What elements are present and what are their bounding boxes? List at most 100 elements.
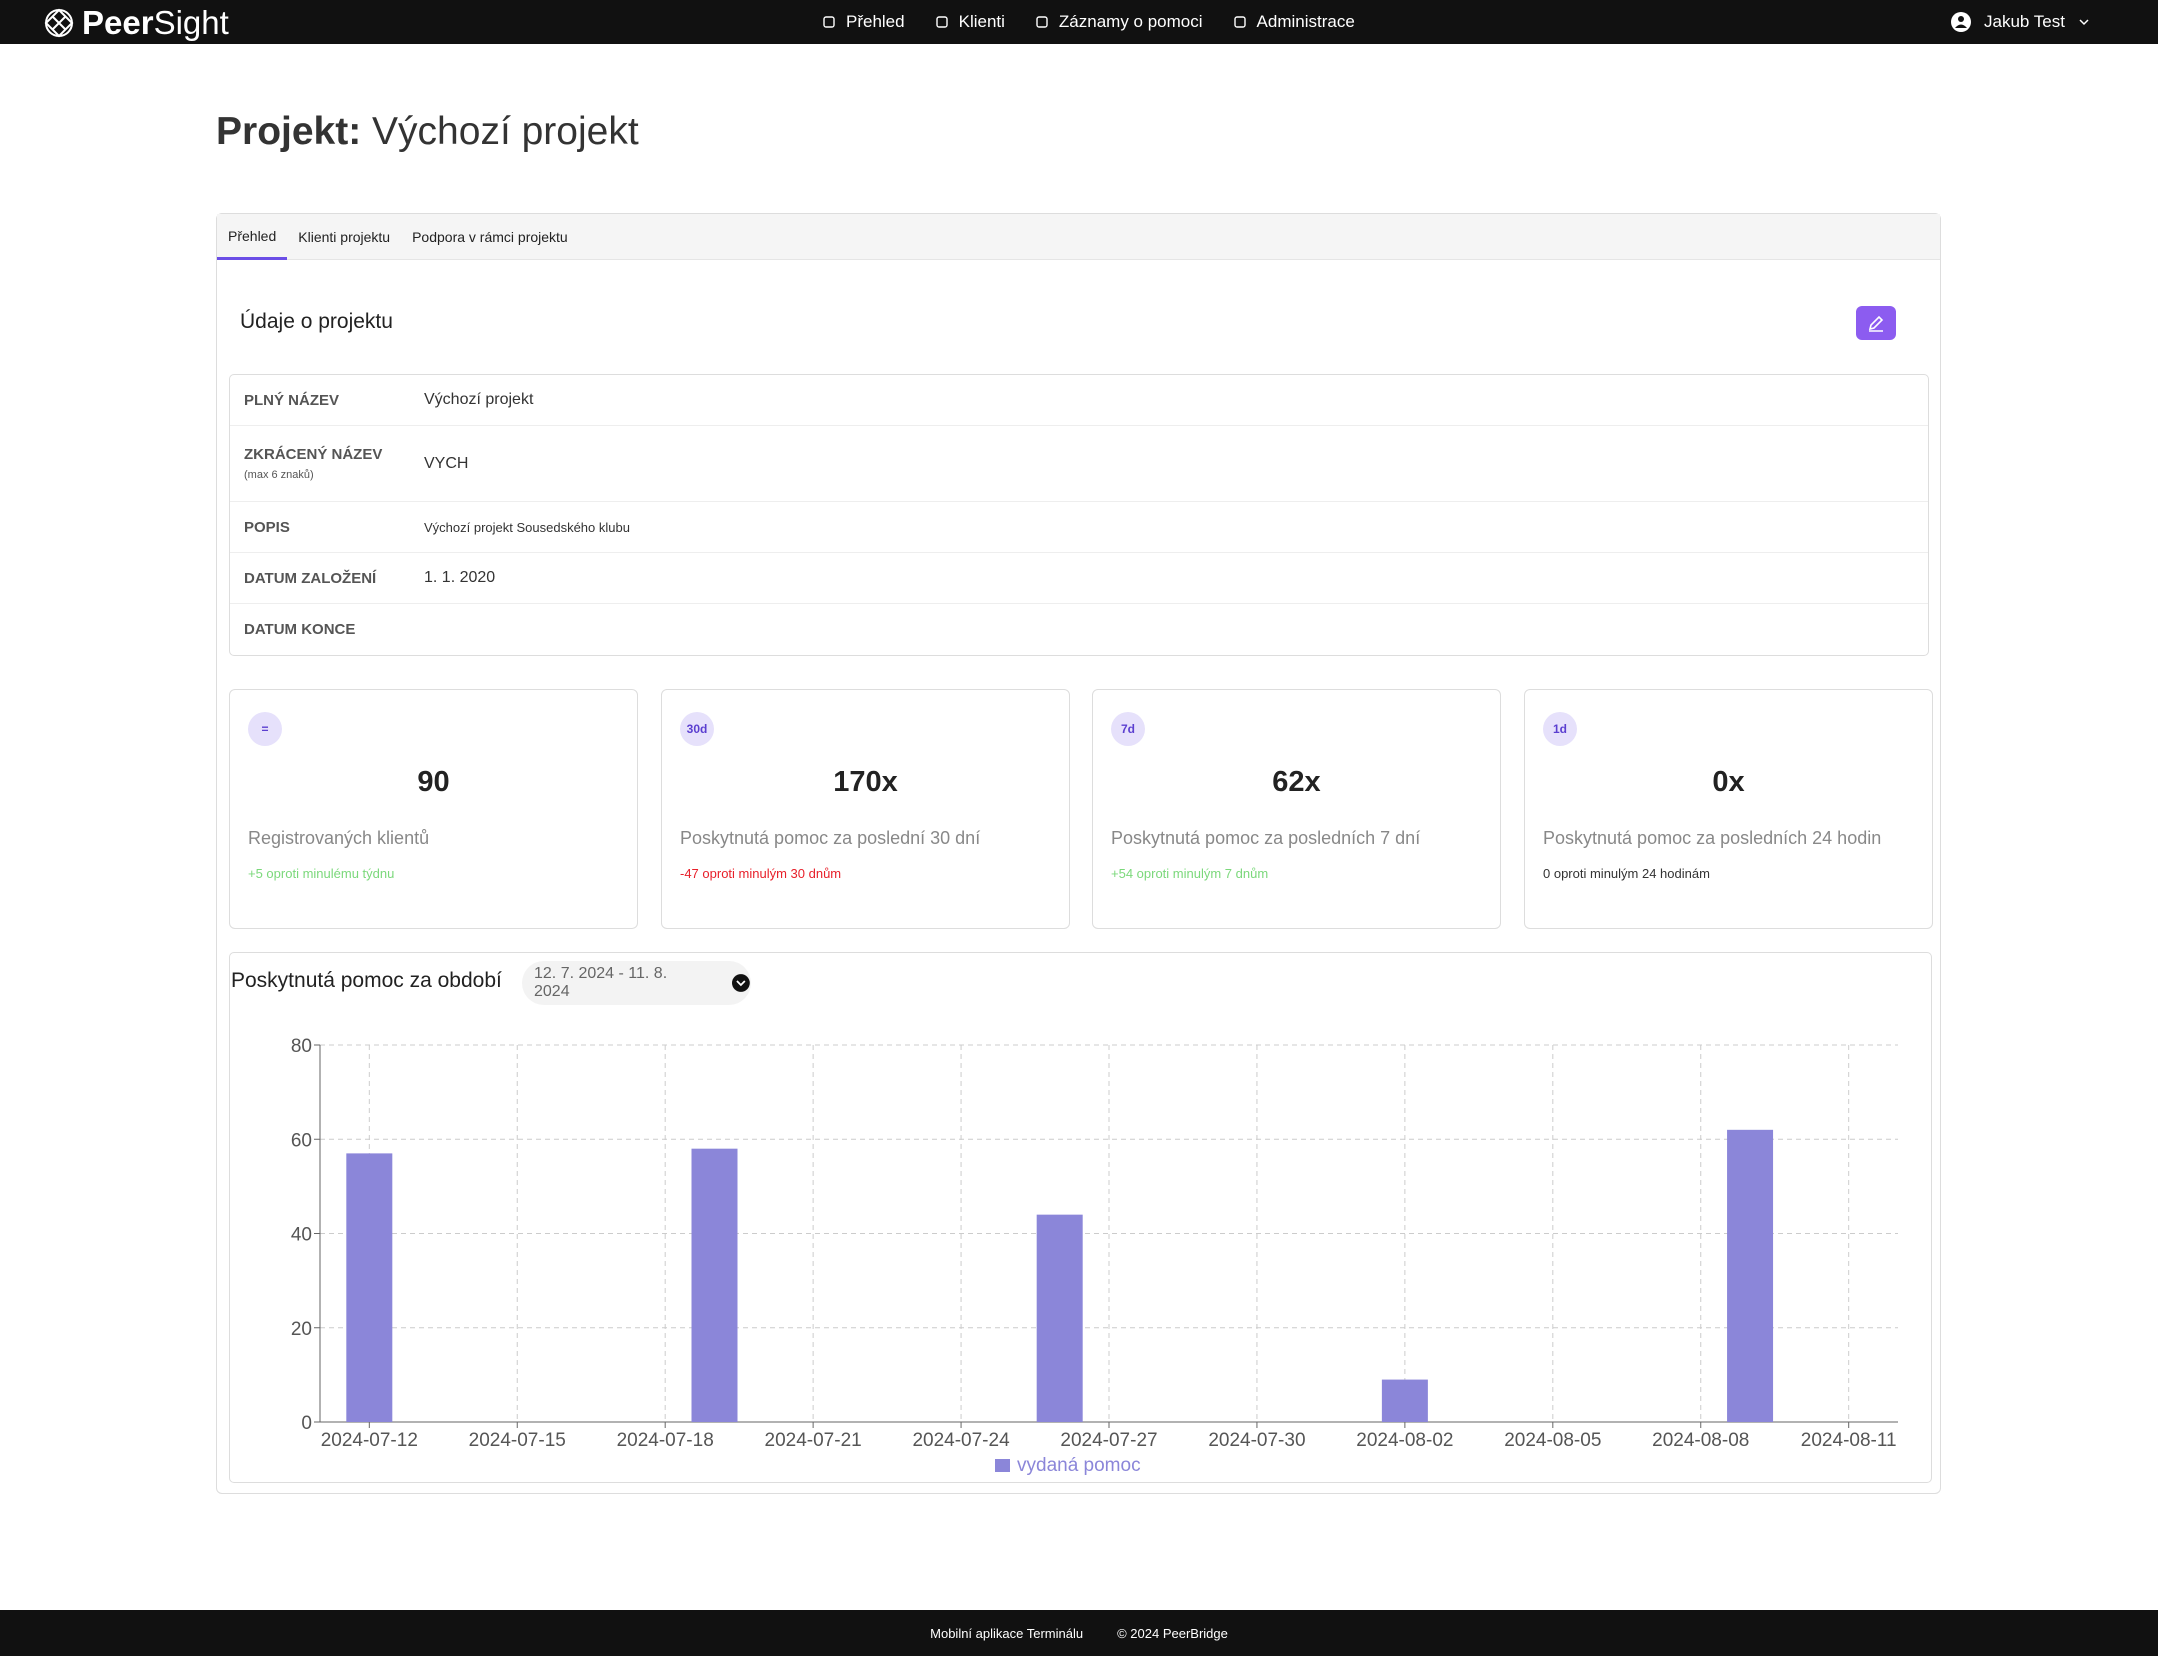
x-tick-label: 2024-07-12 <box>321 1430 418 1451</box>
bar <box>346 1153 393 1422</box>
logo[interactable]: PeerSight <box>44 4 229 42</box>
detail-row: DATUM ZALOŽENÍ 1. 1. 2020 <box>230 553 1928 604</box>
bar <box>1727 1129 1774 1422</box>
nav-label: Administrace <box>1256 12 1355 31</box>
title-text: Výchozí projekt <box>372 110 639 153</box>
nav-icon <box>935 16 948 28</box>
tab[interactable]: Klienti projektu <box>298 229 391 245</box>
stat-label: Poskytnutá pomoc za poslední 30 dní <box>680 828 981 848</box>
tab[interactable]: Přehled <box>217 214 288 260</box>
nav-item[interactable]: Záznamy o pomoci <box>1035 12 1203 32</box>
chevron <box>2079 19 2089 26</box>
stat-badge: 7d <box>1111 712 1145 746</box>
nav-item[interactable]: Klienti <box>935 12 1005 32</box>
project-card: Přehled Klienti projektu Podpora v rámci p… <box>216 213 1941 1494</box>
label-text: PLNÝ NÁZEV <box>244 391 340 409</box>
logo-bold: Peer <box>82 4 154 41</box>
nav-label: Záznamy o pomoci <box>1058 12 1203 31</box>
stat-change: 0 oproti minulým 24 hodinám <box>1543 866 1710 881</box>
details-table: PLNÝ NÁZEV Výchozí projekt ZKRÁCENÝ NÁZEV (… <box>229 374 1929 656</box>
x-tick-label: 2024-08-02 <box>1356 1430 1453 1451</box>
detail-label: PLNÝ NÁZEV <box>230 392 424 409</box>
details-title: Údaje o projektu <box>240 310 393 333</box>
x-tick-label: 2024-07-24 <box>912 1430 1010 1451</box>
x-tick-label: 2024-07-18 <box>617 1430 714 1451</box>
title-bold: Projekt: <box>216 110 362 153</box>
x-tick-label: 2024-08-05 <box>1504 1430 1601 1451</box>
x-tick-label: 2024-07-27 <box>1060 1430 1157 1451</box>
dropdown-icon <box>732 974 751 992</box>
stat-value: 90 <box>417 766 450 798</box>
nav-item[interactable]: Administrace <box>1233 12 1355 32</box>
detail-value: 1. 1. 2020 <box>424 569 496 586</box>
chart: 0 20 40 60 80 2024-07-12 2024-07-15 2024-07-18 2… <box>291 1036 1898 1476</box>
y-tick-label: 80 <box>291 1036 312 1057</box>
stat-value: 62x <box>1272 766 1321 798</box>
label-text: DATUM ZALOŽENÍ <box>244 569 377 587</box>
nav-icon <box>1233 16 1246 28</box>
detail-value: Výchozí projekt Sousedského klubu <box>424 519 630 535</box>
bar <box>1381 1379 1428 1422</box>
period: 12. 7. 2024 - 11. 8. 2024 <box>534 965 668 1000</box>
nav-label: Přehled <box>846 12 905 31</box>
stat-card: 1d 0x Poskytnutá pomoc za posledních 24 ho… <box>1524 689 1933 929</box>
x-tick-label: 2024-08-11 <box>1801 1430 1897 1451</box>
stat-card: 7d 62x Poskytnutá pomoc za posledních 7 dn… <box>1092 689 1501 929</box>
y-tick-label: 60 <box>291 1130 312 1151</box>
stat-value: 0x <box>1712 766 1745 798</box>
x-tick-label: 2024-07-30 <box>1208 1430 1305 1451</box>
detail-row: POPIS Výchozí projekt Sousedského klubu <box>230 502 1928 553</box>
bar <box>1036 1214 1083 1422</box>
period-select[interactable]: 12. 7. 2024 - 11. 8. 2024 <box>522 961 751 1005</box>
x-tick-label: 2024-07-21 <box>765 1430 862 1451</box>
navbar: PeerSight Přehled Klienti Záznamy o pomoci… <box>0 0 2158 44</box>
page-title: Projekt: Výchozí projekt <box>216 110 639 154</box>
footer-link[interactable]: Mobilní aplikace Terminálu <box>930 1625 1084 1641</box>
y-tick-label: 40 <box>291 1225 312 1246</box>
label-note: (max 6 znaků) <box>244 469 314 481</box>
copyright: © 2024 PeerBridge <box>1117 1625 1228 1641</box>
detail-row: DATUM KONCE <box>230 604 1928 655</box>
stat-change: +5 oproti minulému týdnu <box>248 866 395 881</box>
stat-card: 30d 170x Poskytnutá pomoc za poslední 30 d… <box>661 689 1070 929</box>
label-text: ZKRÁCENÝ NÁZEV <box>244 446 383 463</box>
detail-row: PLNÝ NÁZEV Výchozí projekt <box>230 375 1928 426</box>
stat-badge: 1d <box>1543 712 1577 746</box>
legend-swatch <box>995 1459 1010 1472</box>
chart-title: Poskytnutá pomoc za období <box>231 969 502 992</box>
tabs: Přehled Klienti projektu Podpora v rámci p… <box>217 214 1940 260</box>
footer: Mobilní aplikace Terminálu © 2024 PeerBr… <box>0 1610 2158 1656</box>
stat-badge: = <box>248 712 282 746</box>
logo-icon <box>44 8 74 38</box>
nav-item[interactable]: Přehled <box>822 12 905 32</box>
stat-label: Poskytnutá pomoc za posledních 24 hodin <box>1543 828 1882 848</box>
stat-label: Poskytnutá pomoc za posledních 7 dní <box>1111 828 1421 848</box>
nav-icon <box>823 16 835 28</box>
detail-label: ZKRÁCENÝ NÁZEV (max 6 znaků) <box>230 446 424 481</box>
stat-change: -47 oproti minulým 30 dnům <box>680 866 842 881</box>
detail-value: VYCH <box>424 454 469 472</box>
user-name: Jakub Test <box>1984 12 2065 31</box>
edit-button[interactable] <box>1856 306 1896 340</box>
chart-panel: Poskytnutá pomoc za období 12. 7. 2024 -… <box>229 952 1932 1483</box>
user-icon <box>1951 12 1971 32</box>
stat-change: +54 oproti minulým 7 dnům <box>1111 866 1269 881</box>
x-tick-label: 2024-08-08 <box>1652 1430 1749 1451</box>
detail-label: POPIS <box>230 519 424 536</box>
user-menu[interactable]: Jakub Test <box>1950 0 2091 44</box>
bar <box>691 1148 738 1422</box>
legend-label: vydaná pomoc <box>1017 1455 1141 1476</box>
tab[interactable]: Podpora v rámci projektu <box>412 229 568 245</box>
detail-row: ZKRÁCENÝ NÁZEV (max 6 znaků) VYCH <box>230 426 1928 502</box>
label-text: POPIS <box>244 518 290 536</box>
label-text: DATUM KONCE <box>244 621 356 638</box>
stat-badge: 30d <box>680 712 714 746</box>
stat-label: Registrovaných klientů <box>248 828 430 848</box>
y-tick-label: 0 <box>301 1413 312 1434</box>
detail-label: DATUM KONCE <box>230 621 424 638</box>
detail-label: DATUM ZALOŽENÍ <box>230 570 424 587</box>
stat-value: 170x <box>833 766 898 798</box>
stat-card: = 90 Registrovaných klientů +5 oproti minul… <box>229 689 638 929</box>
